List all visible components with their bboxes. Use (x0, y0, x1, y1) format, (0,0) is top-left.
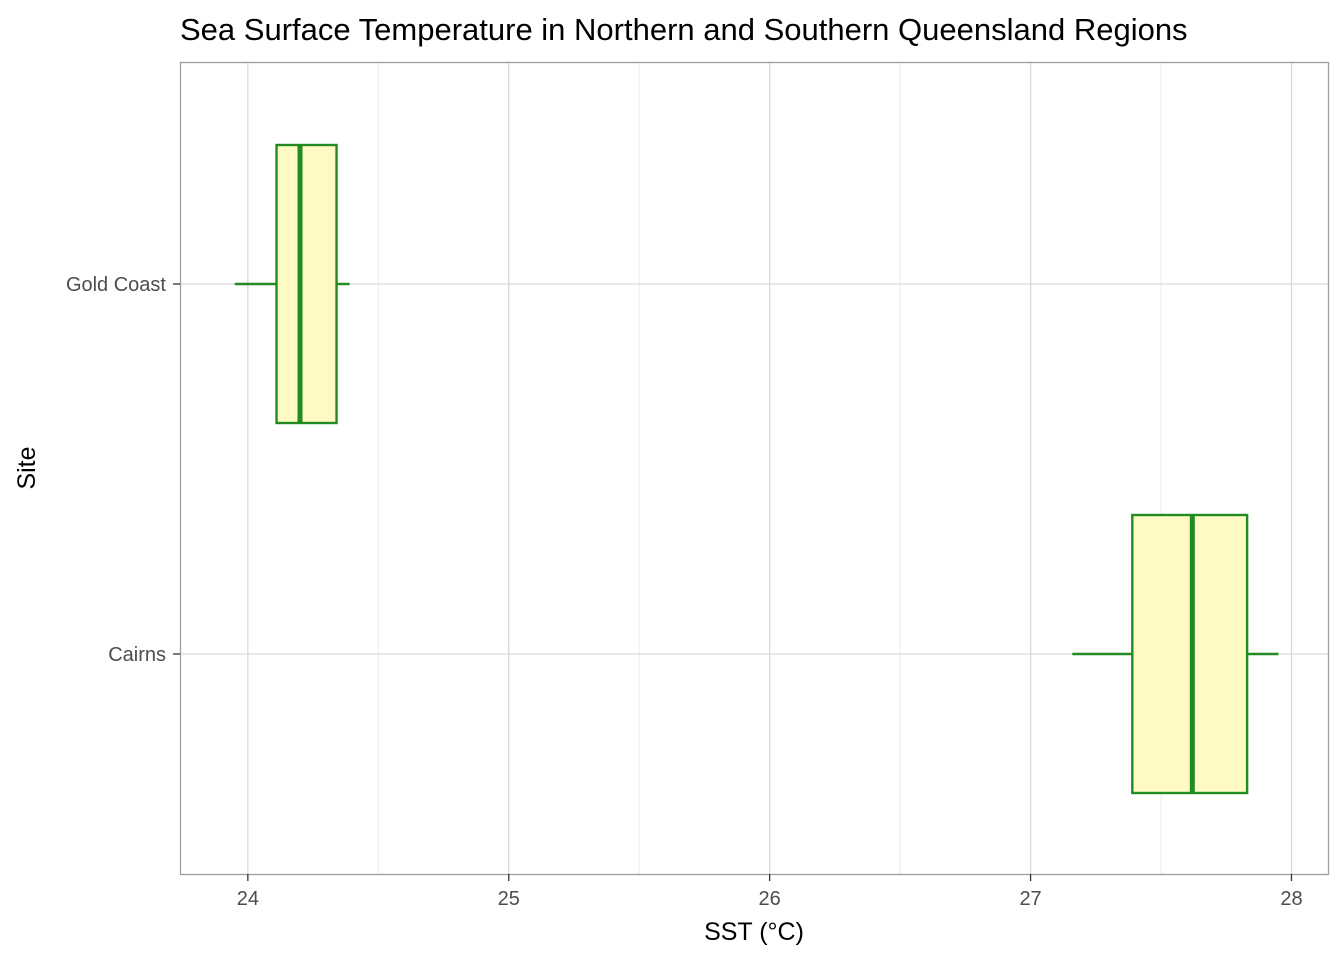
x-tick-label: 25 (498, 888, 520, 910)
axis-layer: 24 25 26 27 28 Gold Coast Cairns (66, 274, 1303, 910)
x-tick-label: 28 (1280, 888, 1302, 910)
box-iqr (1131, 513, 1249, 795)
y-tick-label: Cairns (108, 644, 166, 666)
x-tick-label: 24 (237, 888, 259, 910)
x-tick-label: 26 (759, 888, 781, 910)
chart-title: Sea Surface Temperature in Northern and … (180, 12, 1188, 47)
y-axis-title: Site (13, 446, 41, 489)
box-cairns (1072, 513, 1279, 795)
x-axis-title: SST (°C) (704, 918, 804, 946)
box-gold-coast (234, 143, 350, 425)
x-tick-label: 27 (1019, 888, 1041, 910)
box-layer (234, 143, 1279, 795)
panel-border (179, 61, 1330, 876)
y-tick-label: Gold Coast (66, 274, 166, 296)
grid-layer (180, 62, 1328, 874)
box-iqr (275, 143, 338, 425)
